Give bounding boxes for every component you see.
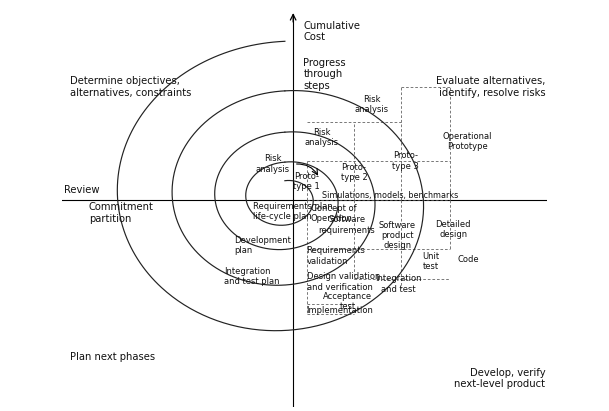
Text: Software
requirements: Software requirements	[319, 215, 375, 235]
Text: Cumulative
Cost: Cumulative Cost	[303, 21, 361, 42]
Text: Risk
analysis: Risk analysis	[354, 95, 389, 114]
Text: Acceptance
test: Acceptance test	[323, 292, 373, 311]
Text: Requirements plan
life-cycle plan: Requirements plan life-cycle plan	[253, 202, 333, 222]
Text: Evaluate alternatives,
identify, resolve risks: Evaluate alternatives, identify, resolve…	[436, 76, 545, 98]
Text: Develop, verify
next-level product: Develop, verify next-level product	[454, 368, 545, 389]
Text: Requirements
validation: Requirements validation	[306, 247, 365, 266]
Text: Design validation
and verification: Design validation and verification	[306, 272, 380, 292]
Text: Proto-
type 2: Proto- type 2	[340, 163, 367, 182]
Text: Proto-
type 3: Proto- type 3	[392, 151, 419, 171]
Text: Concept of
Operation: Concept of Operation	[311, 204, 356, 224]
Text: Determine objectives,
alternatives, constraints: Determine objectives, alternatives, cons…	[70, 76, 191, 98]
Text: Proto-
type 1: Proto- type 1	[293, 172, 320, 192]
Text: Progress
through
steps: Progress through steps	[303, 58, 346, 91]
Text: Operational
Prototype: Operational Prototype	[443, 132, 493, 151]
Text: Risk
analysis: Risk analysis	[255, 155, 289, 174]
Text: Commitment
partition: Commitment partition	[89, 202, 153, 224]
Text: Integration
and test: Integration and test	[375, 274, 421, 294]
Text: Risk
analysis: Risk analysis	[305, 128, 339, 147]
Text: Review: Review	[64, 185, 99, 195]
Text: Detailed
design: Detailed design	[435, 219, 471, 239]
Text: Plan next phases: Plan next phases	[70, 352, 155, 362]
Text: Software
product
design: Software product design	[379, 221, 416, 250]
Text: Unit
test: Unit test	[422, 252, 439, 271]
Text: Development
plan: Development plan	[234, 236, 291, 256]
Text: Implementation: Implementation	[306, 306, 373, 315]
Text: Code: Code	[458, 255, 479, 264]
Text: Integration
and test plan: Integration and test plan	[224, 267, 280, 286]
Text: Simulations, models, benchmarks: Simulations, models, benchmarks	[322, 191, 459, 200]
